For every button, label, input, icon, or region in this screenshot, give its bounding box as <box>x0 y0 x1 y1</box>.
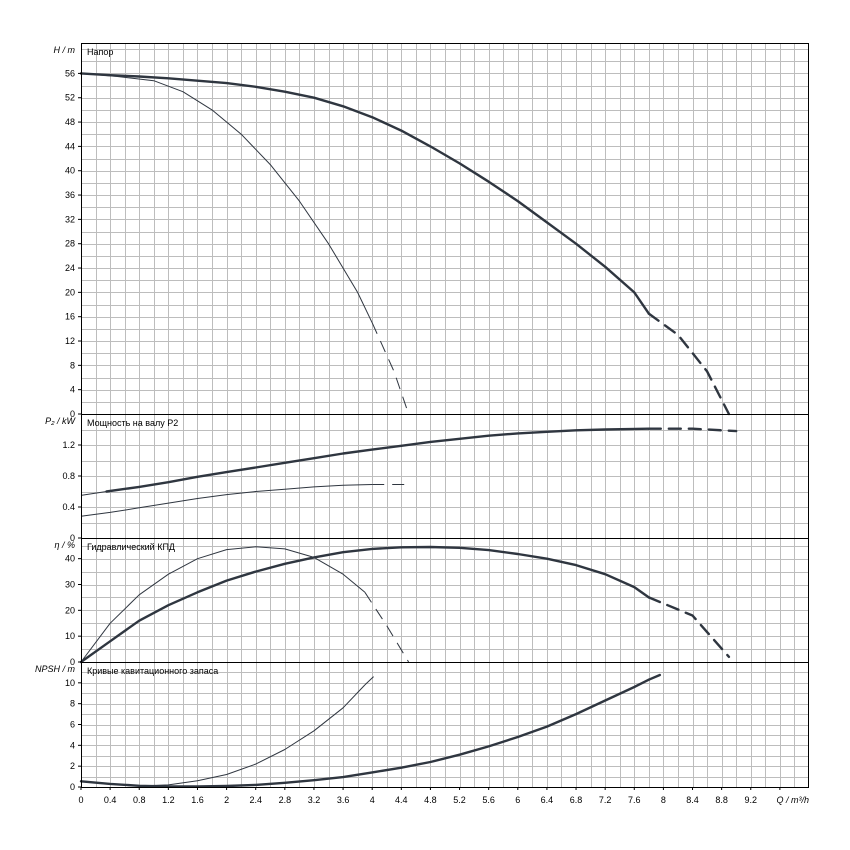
y-tick-label: 10 <box>65 678 75 688</box>
head-panel-title: Напор <box>87 47 113 57</box>
x-tick-label: 1.2 <box>162 795 175 805</box>
head-curve-thin-dashed <box>371 322 410 415</box>
y-tick-label: 40 <box>65 554 75 564</box>
x-tick-label: 2.4 <box>249 795 262 805</box>
x-tick-label: 8.4 <box>686 795 699 805</box>
x-tick-label: 4 <box>370 795 375 805</box>
y-tick-label: 20 <box>65 287 75 297</box>
x-tick-label: 2.8 <box>279 795 292 805</box>
y-tick-label: 6 <box>70 720 75 730</box>
efficiency-axis-title: η / % <box>54 540 75 550</box>
power-curve-thin-solid <box>80 491 107 496</box>
y-tick-label: 56 <box>65 68 75 78</box>
x-tick-label: 1.6 <box>191 795 204 805</box>
y-tick-label: 40 <box>65 166 75 176</box>
x-tick-label: 0.8 <box>133 795 146 805</box>
power-curve-thick-solid <box>105 427 650 493</box>
y-tick-label: 1.2 <box>62 440 75 450</box>
x-tick-label: 8.8 <box>715 795 728 805</box>
y-tick-label: 36 <box>65 190 75 200</box>
npsh-panel-title: Кривые кавитационного запаса <box>87 666 218 676</box>
y-tick-label: 0.8 <box>62 471 75 481</box>
y-tick-label: 12 <box>65 336 75 346</box>
y-tick-label: 32 <box>65 214 75 224</box>
y-tick-label: 8 <box>70 699 75 709</box>
x-tick-label: 7.2 <box>599 795 612 805</box>
y-tick-label: 0 <box>70 533 75 543</box>
efficiency-curve-thin-solid <box>80 546 366 663</box>
npsh-panel-frame <box>81 662 809 788</box>
y-tick-label: 28 <box>65 239 75 249</box>
x-tick-label: 4.4 <box>395 795 408 805</box>
npsh-curve-thin-solid <box>80 684 366 787</box>
y-tick-label: 2 <box>70 761 75 771</box>
y-tick-label: 0.4 <box>62 502 75 512</box>
head-curve-thick-dashed <box>647 312 731 416</box>
power-curve-thick-dashed <box>647 427 738 433</box>
x-axis-title: Q / m³/h <box>776 795 809 805</box>
npsh-axis-title: NPSH / m <box>35 664 76 674</box>
x-tick-label: 5.2 <box>453 795 466 805</box>
y-tick-label: 8 <box>70 360 75 370</box>
x-tick-label: 6.8 <box>570 795 583 805</box>
x-tick-label: 6 <box>515 795 520 805</box>
frame-layer <box>78 43 809 790</box>
npsh-curve-thin-dashed <box>364 674 377 686</box>
head-curve-thin-solid <box>80 72 373 324</box>
x-tick-label: 6.4 <box>541 795 554 805</box>
npsh-curve-thick-dashed <box>647 672 665 681</box>
power-panel-title: Мощность на валу P2 <box>87 418 178 428</box>
x-tick-label: 3.6 <box>337 795 350 805</box>
y-tick-label: 30 <box>65 580 75 590</box>
efficiency-panel-title: Гидравлический КПД <box>87 542 175 552</box>
head-axis-title: H / m <box>54 45 76 55</box>
x-tick-label: 7.6 <box>628 795 641 805</box>
x-tick-label: 2 <box>224 795 229 805</box>
grid-layer <box>81 43 809 787</box>
y-tick-label: 16 <box>65 312 75 322</box>
y-tick-label: 4 <box>70 385 75 395</box>
power-curve-thin-solid <box>80 484 373 517</box>
y-tick-label: 48 <box>65 117 75 127</box>
x-tick-label: 9.2 <box>745 795 758 805</box>
efficiency-curve-thick-solid <box>79 545 650 664</box>
head-curve-thick-solid <box>79 72 650 315</box>
x-tick-label: 3.2 <box>308 795 321 805</box>
npsh-curve-thick-solid <box>79 678 650 788</box>
y-tick-label: 52 <box>65 93 75 103</box>
x-tick-label: 0 <box>78 795 83 805</box>
y-tick-label: 0 <box>70 657 75 667</box>
x-tick-label: 0.4 <box>104 795 117 805</box>
y-tick-label: 44 <box>65 141 75 151</box>
efficiency-curve-thin-dashed <box>364 592 410 663</box>
y-tick-label: 24 <box>65 263 75 273</box>
efficiency-curve-thick-dashed <box>647 596 731 658</box>
y-tick-label: 20 <box>65 605 75 615</box>
y-tick-label: 0 <box>70 782 75 792</box>
y-tick-label: 0 <box>70 409 75 419</box>
curve-layer <box>79 72 738 788</box>
y-tick-label: 4 <box>70 740 75 750</box>
x-tick-label: 8 <box>661 795 666 805</box>
x-tick-label: 5.6 <box>482 795 495 805</box>
power-axis-title: P₂ / kW <box>45 416 76 426</box>
x-tick-label: 4.8 <box>424 795 437 805</box>
y-tick-label: 10 <box>65 631 75 641</box>
